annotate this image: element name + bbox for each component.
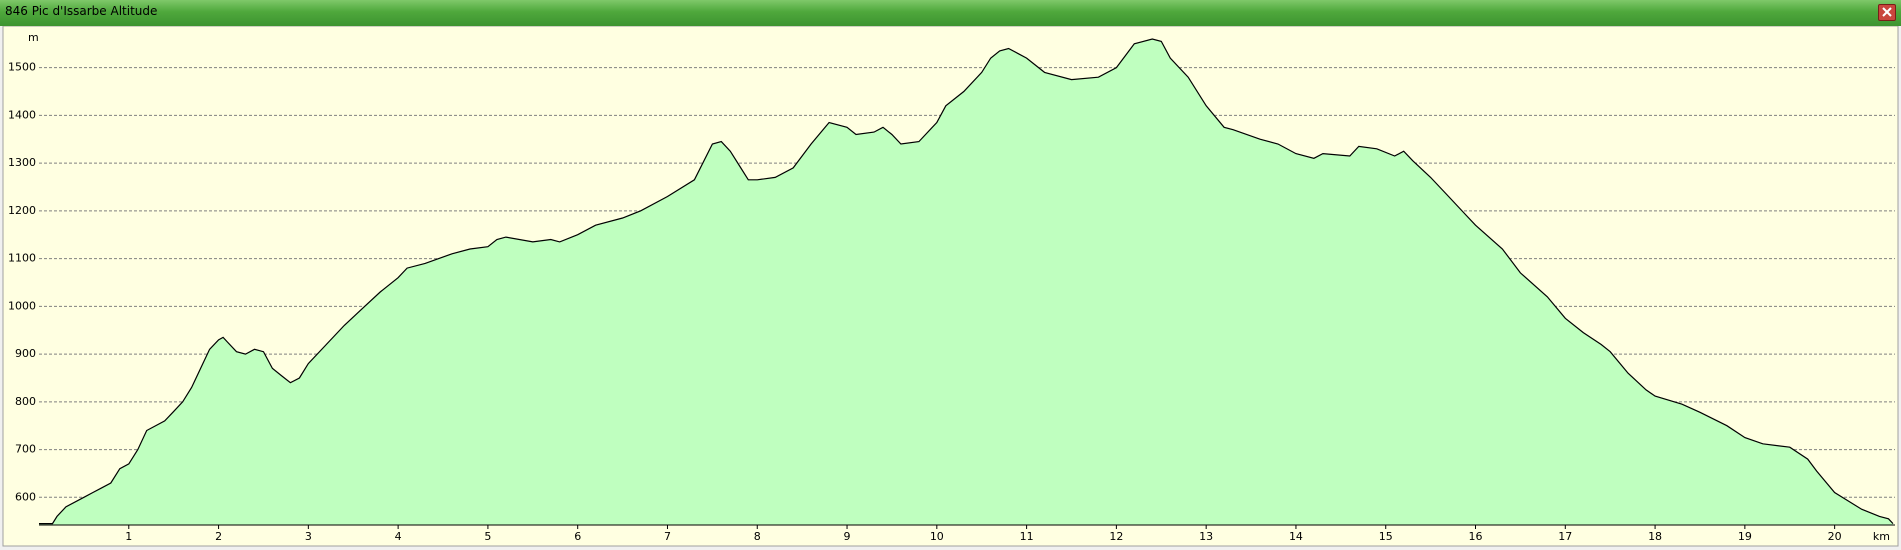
x-tick-label: 16 bbox=[1469, 530, 1483, 543]
x-tick-label: 19 bbox=[1738, 530, 1752, 543]
x-unit-label: km bbox=[1873, 530, 1890, 543]
profile-line bbox=[39, 38, 1894, 525]
y-tick-label: 800 bbox=[15, 395, 36, 408]
y-tick-label: 1200 bbox=[8, 204, 36, 217]
y-tick-label: 1100 bbox=[8, 252, 36, 265]
window-title: 846 Pic d'Issarbe Altitude bbox=[5, 4, 158, 18]
x-tick-label: 10 bbox=[930, 530, 944, 543]
y-tick-label: 1400 bbox=[8, 108, 36, 121]
x-tick-label: 4 bbox=[395, 530, 402, 543]
x-tick-label: 12 bbox=[1109, 530, 1123, 543]
x-tick-label: 17 bbox=[1558, 530, 1572, 543]
y-tick-label: 1500 bbox=[8, 61, 36, 74]
close-button[interactable] bbox=[1878, 4, 1896, 21]
x-tick-label: 8 bbox=[754, 530, 761, 543]
y-tick-label: 700 bbox=[15, 443, 36, 456]
y-tick-label: 1000 bbox=[8, 299, 36, 312]
x-tick-label: 7 bbox=[664, 530, 671, 543]
x-tick-label: 14 bbox=[1289, 530, 1303, 543]
x-tick-label: 1 bbox=[125, 530, 132, 543]
y-tick-label: 900 bbox=[15, 347, 36, 360]
x-tick-label: 5 bbox=[484, 530, 491, 543]
x-tick-label: 20 bbox=[1828, 530, 1842, 543]
x-tick-label: 11 bbox=[1020, 530, 1034, 543]
y-tick-label: 600 bbox=[15, 490, 36, 503]
x-tick-label: 6 bbox=[574, 530, 581, 543]
y-tick-label: 1300 bbox=[8, 156, 36, 169]
title-bar: 846 Pic d'Issarbe Altitude bbox=[0, 0, 1901, 26]
x-tick-label: 9 bbox=[844, 530, 851, 543]
x-tick-label: 15 bbox=[1379, 530, 1393, 543]
y-unit-label: m bbox=[28, 31, 39, 44]
close-icon bbox=[1882, 7, 1892, 17]
x-tick-label: 13 bbox=[1199, 530, 1213, 543]
x-tick-label: 18 bbox=[1648, 530, 1662, 543]
area-fill bbox=[39, 39, 1893, 525]
x-tick-label: 2 bbox=[215, 530, 222, 543]
x-tick-label: 3 bbox=[305, 530, 312, 543]
